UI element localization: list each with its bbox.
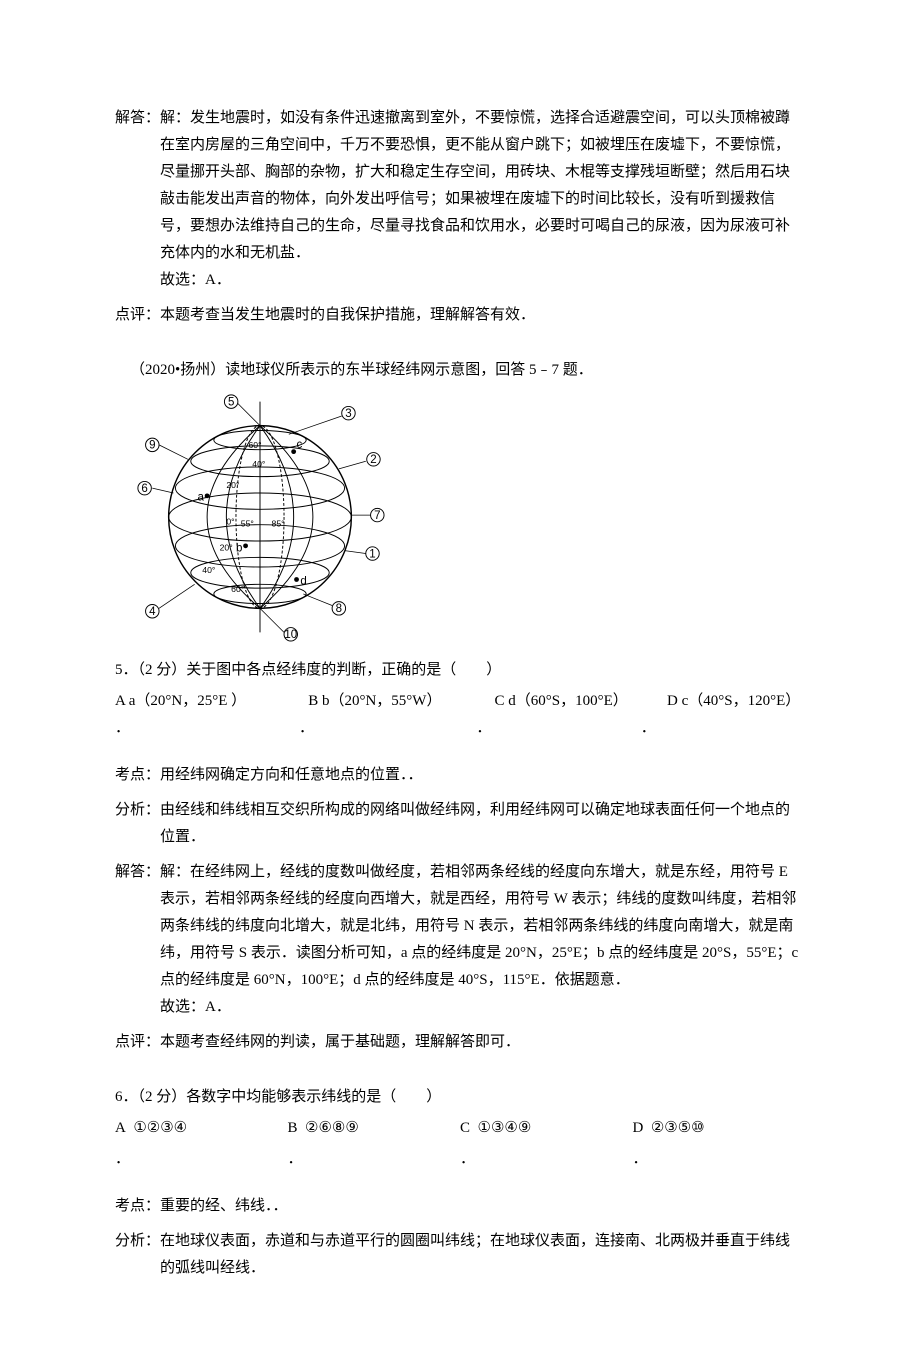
opt-text: ②③⑤⑩: [651, 1120, 705, 1136]
svg-text:a: a: [198, 492, 205, 504]
opt-text: ①③④⑨: [478, 1120, 532, 1136]
opt-prefix: D: [667, 693, 678, 709]
svg-text:4: 4: [149, 606, 156, 618]
q6-dots: ． ． ． ．: [115, 1146, 805, 1173]
q5-opt-d: D c（40°S，120°E）: [667, 688, 800, 715]
analysis-content: 由经线和纬线相互交织所构成的网络叫做经纬网，利用经纬网可以确定地球表面任何一个地…: [160, 797, 805, 851]
answer-block: 解答： 解：发生地震时，如没有条件迅速撤离到室外，不要惊慌，选择合适避震空间，可…: [115, 105, 805, 294]
svg-text:40°: 40°: [252, 459, 265, 469]
dot: ．: [299, 715, 476, 742]
opt-text: d（60°S，100°E）: [508, 693, 628, 709]
svg-text:b: b: [236, 543, 242, 555]
dot: ．: [115, 1146, 288, 1173]
q5-dots: ． ． ． ．: [115, 715, 805, 742]
q6-options: A ①②③④ B ②⑥⑧⑨ C ①③④⑨ D ②③⑤⑩: [115, 1115, 805, 1142]
svg-text:20°: 20°: [226, 480, 239, 490]
dot: ．: [288, 1146, 461, 1173]
svg-text:0°: 0°: [226, 517, 234, 527]
opt-prefix: A: [115, 693, 125, 709]
dot: ．: [633, 1146, 806, 1173]
answer-label: 解答：: [115, 859, 160, 886]
q6-opt-c: C ①③④⑨: [460, 1115, 633, 1142]
svg-text:55°: 55°: [241, 519, 254, 529]
svg-text:8: 8: [336, 603, 342, 615]
q6-opt-a: A ①②③④: [115, 1115, 288, 1142]
answer-text: 解：发生地震时，如没有条件迅速撤离到室外，不要惊慌，选择合适避震空间，可以头顶棉…: [160, 110, 790, 261]
opt-prefix: C: [460, 1120, 470, 1136]
review-label: 点评：: [115, 302, 160, 329]
q5-analysis: 分析： 由经线和纬线相互交织所构成的网络叫做经纬网，利用经纬网可以确定地球表面任…: [115, 797, 805, 851]
opt-prefix: B: [308, 693, 318, 709]
answer-content: 解：在经纬网上，经线的度数叫做经度，若相邻两条经线的经度向东增大，就是东经，用符…: [160, 859, 805, 1021]
review-content: 本题考查经纬网的判读，属于基础题，理解解答即可．: [160, 1029, 805, 1056]
q6-analysis: 分析： 在地球仪表面，赤道和与赤道平行的圆圈叫纬线；在地球仪表面，连接南、北两极…: [115, 1228, 805, 1282]
svg-text:d: d: [300, 575, 306, 587]
topic-content: 用经纬网确定方向和任意地点的位置．．: [160, 762, 805, 789]
answer-text: 解：在经纬网上，经线的度数叫做经度，若相邻两条经线的经度向东增大，就是东经，用符…: [160, 864, 798, 988]
svg-text:c: c: [297, 439, 303, 451]
svg-text:3: 3: [345, 408, 351, 420]
q5-opt-c: C d（60°S，100°E）: [494, 688, 667, 715]
q6-opt-d: D ②③⑤⑩: [633, 1115, 806, 1142]
intro: （2020•扬州）读地球仪所表示的东半球经纬网示意图，回答 5﹣7 题．: [115, 357, 805, 384]
review-label: 点评：: [115, 1029, 160, 1056]
svg-text:20°: 20°: [220, 543, 233, 553]
opt-text: a（20°N，25°E ）: [129, 693, 246, 709]
analysis-content: 在地球仪表面，赤道和与赤道平行的圆圈叫纬线；在地球仪表面，连接南、北两极并垂直于…: [160, 1228, 805, 1282]
answer-conclusion: 故选：A．: [160, 267, 805, 294]
svg-text:5: 5: [228, 396, 234, 408]
topic-label: 考点：: [115, 762, 160, 789]
block1-review: 点评： 本题考查当发生地震时的自我保护措施，理解解答有效．: [115, 302, 805, 329]
answer-content: 解：发生地震时，如没有条件迅速撤离到室外，不要惊慌，选择合适避震空间，可以头顶棉…: [160, 105, 805, 294]
q6-question: 6．（2 分）各数字中均能够表示纬线的是（ ）: [115, 1084, 805, 1111]
opt-prefix: A: [115, 1120, 126, 1136]
opt-text: b（20°N，55°W）: [322, 693, 442, 709]
answer-label: 解答：: [115, 105, 160, 132]
analysis-label: 分析：: [115, 1228, 160, 1255]
svg-text:2: 2: [370, 454, 376, 466]
opt-text: c（40°S，120°E）: [682, 693, 801, 709]
answer-conclusion: 故选：A．: [160, 994, 805, 1021]
svg-text:10: 10: [284, 629, 297, 641]
svg-text:85°: 85°: [272, 519, 285, 529]
q5-opt-b: B b（20°N，55°W）: [308, 688, 494, 715]
svg-text:6: 6: [141, 483, 147, 495]
dot: ．: [115, 715, 299, 742]
svg-text:9: 9: [149, 440, 155, 452]
dot: ．: [641, 715, 805, 742]
svg-text:60°: 60°: [231, 584, 244, 594]
review-text: 本题考查当发生地震时的自我保护措施，理解解答有效．: [160, 307, 535, 323]
block1-answer: 解答： 解：发生地震时，如没有条件迅速撤离到室外，不要惊慌，选择合适避震空间，可…: [115, 105, 805, 294]
review-block: 点评： 本题考查当发生地震时的自我保护措施，理解解答有效．: [115, 302, 805, 329]
topic-content: 重要的经、纬线．．: [160, 1193, 805, 1220]
analysis-label: 分析：: [115, 797, 160, 824]
opt-prefix: D: [633, 1120, 644, 1136]
opt-text: ①②③④: [133, 1120, 187, 1136]
intro-text: （2020•扬州）读地球仪所表示的东半球经纬网示意图，回答 5﹣7 题．: [130, 362, 593, 378]
q5-question: 5．（2 分）关于图中各点经纬度的判断，正确的是（ ）: [115, 657, 805, 684]
globe-svg: 5 3 9 2 6 7 1 8 4 10 a b c d 60° 40° 20°…: [135, 392, 385, 642]
q6-opt-b: B ②⑥⑧⑨: [288, 1115, 461, 1142]
q5-topic: 考点： 用经纬网确定方向和任意地点的位置．．: [115, 762, 805, 789]
svg-text:7: 7: [374, 510, 380, 522]
globe-diagram: 5 3 9 2 6 7 1 8 4 10 a b c d 60° 40° 20°…: [135, 392, 805, 652]
svg-text:1: 1: [369, 548, 375, 560]
opt-prefix: B: [288, 1120, 298, 1136]
opt-prefix: C: [494, 693, 504, 709]
q6-topic: 考点： 重要的经、纬线．．: [115, 1193, 805, 1220]
review-content: 本题考查当发生地震时的自我保护措施，理解解答有效．: [160, 302, 805, 329]
opt-text: ②⑥⑧⑨: [305, 1120, 359, 1136]
dot: ．: [460, 1146, 633, 1173]
q5-review: 点评： 本题考查经纬网的判读，属于基础题，理解解答即可．: [115, 1029, 805, 1056]
dot: ．: [476, 715, 640, 742]
q5-answer: 解答： 解：在经纬网上，经线的度数叫做经度，若相邻两条经线的经度向东增大，就是东…: [115, 859, 805, 1021]
svg-text:60°: 60°: [248, 440, 261, 450]
q5-options: A a（20°N，25°E ） B b（20°N，55°W） C d（60°S，…: [115, 688, 805, 715]
q5-opt-a: A a（20°N，25°E ）: [115, 688, 308, 715]
topic-label: 考点：: [115, 1193, 160, 1220]
svg-text:40°: 40°: [202, 565, 215, 575]
